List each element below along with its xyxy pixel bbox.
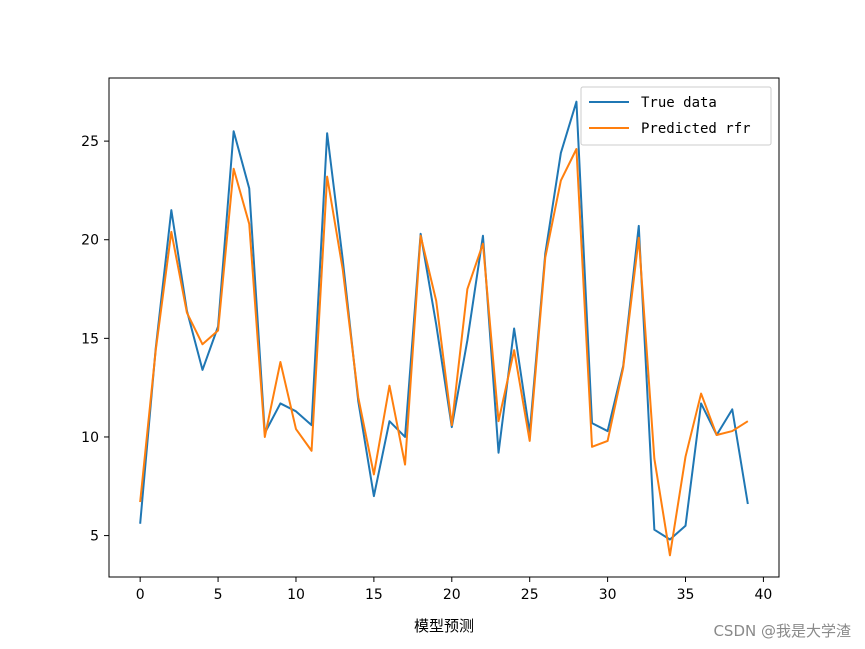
series-line-predicted-rfr	[139, 148, 749, 557]
watermark-text: CSDN @我是大学渣	[713, 622, 851, 640]
y-tick-label: 25	[81, 134, 99, 150]
x-tick-label: 0	[136, 587, 145, 603]
series-line-true-data	[139, 100, 749, 541]
x-tick-label: 15	[365, 587, 383, 603]
x-tick-label: 10	[287, 587, 305, 603]
x-tick-label: 30	[599, 587, 617, 603]
y-tick-label: 15	[81, 331, 99, 347]
y-axis: 5 10 15 20 25	[81, 134, 109, 545]
x-axis-label: 模型预测	[414, 617, 474, 635]
legend: True data Predicted rfr	[580, 86, 772, 146]
y-tick-label: 20	[81, 233, 99, 249]
y-tick-label: 10	[81, 430, 99, 446]
series-layer	[139, 100, 749, 557]
x-tick-label: 20	[443, 587, 461, 603]
y-tick-label: 5	[90, 529, 99, 545]
x-tick-label: 5	[214, 587, 223, 603]
legend-label: True data	[641, 95, 717, 111]
x-tick-label: 25	[521, 587, 539, 603]
x-tick-label: 40	[755, 587, 773, 603]
x-axis: 0 5 10 15 20 25 30 35 40	[136, 577, 773, 603]
x-tick-label: 35	[677, 587, 695, 603]
plot-frame	[108, 77, 780, 578]
legend-label: Predicted rfr	[641, 121, 751, 137]
